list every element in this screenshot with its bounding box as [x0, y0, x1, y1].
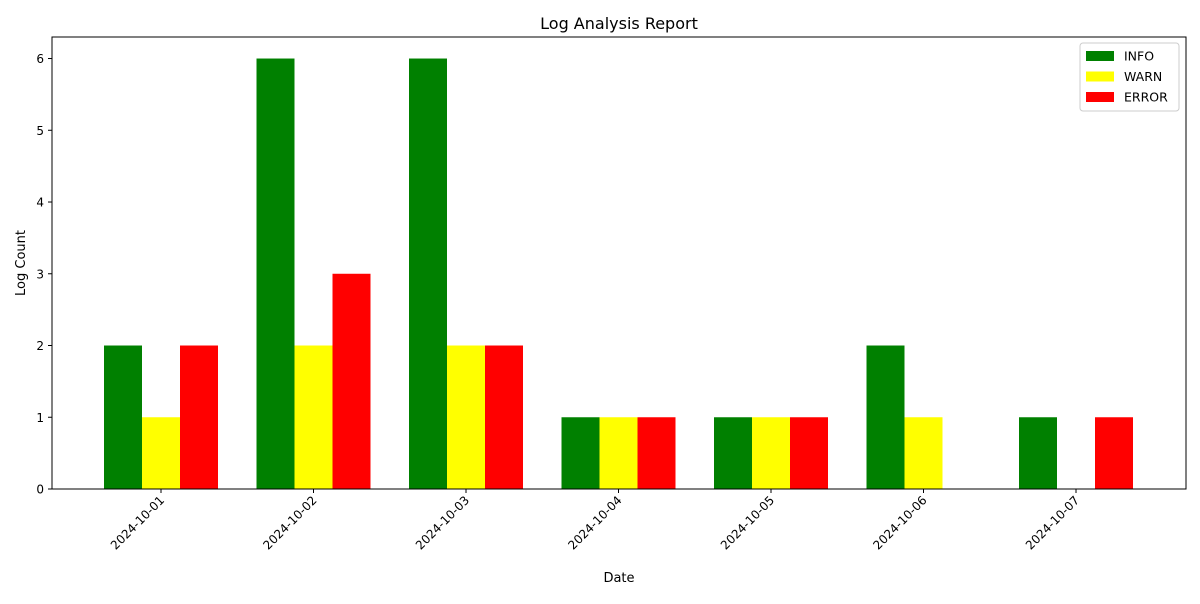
x-tick-label: 2024-10-05 — [718, 493, 777, 552]
legend: INFO WARN ERROR — [1079, 42, 1180, 112]
x-axis: 2024-10-01 2024-10-02 2024-10-03 2024-10-04… — [108, 489, 1082, 552]
bar-error-2024-10-02 — [332, 273, 371, 489]
bar-error-2024-10-03 — [485, 345, 523, 489]
x-tick-label: 2024-10-03 — [413, 493, 472, 552]
x-tick-label: 2024-10-07 — [1023, 493, 1082, 552]
bar-warn-2024-10-03 — [447, 345, 485, 489]
bars-group — [104, 58, 1133, 490]
bar-error-2024-10-05 — [790, 417, 828, 489]
legend-label-warn: WARN — [1124, 69, 1162, 84]
legend-swatch-warn — [1086, 71, 1114, 82]
x-tick-label: 2024-10-04 — [565, 493, 624, 552]
y-tick-label: 6 — [36, 52, 44, 66]
bar-info-2024-10-06 — [866, 345, 905, 489]
x-axis-label: Date — [603, 571, 634, 586]
y-tick-label: 0 — [36, 483, 44, 497]
bar-warn-2024-10-01 — [142, 417, 180, 489]
y-tick-label: 3 — [36, 267, 44, 281]
y-axis-label: Log Count — [14, 230, 29, 296]
x-tick-label: 2024-10-06 — [870, 493, 929, 552]
bar-error-2024-10-07 — [1095, 417, 1133, 489]
bar-info-2024-10-02 — [256, 58, 295, 490]
bar-warn-2024-10-05 — [752, 417, 790, 489]
bar-info-2024-10-03 — [409, 58, 447, 490]
y-axis: 0 1 2 3 4 5 6 — [36, 52, 52, 497]
y-tick-label: 4 — [36, 196, 44, 210]
plot-frame — [51, 36, 1187, 490]
legend-swatch-error — [1086, 92, 1114, 102]
legend-label-info: INFO — [1124, 49, 1154, 64]
chart-title: Log Analysis Report — [540, 14, 698, 33]
y-tick-label: 1 — [36, 411, 44, 425]
bar-info-2024-10-01 — [104, 345, 142, 489]
bar-info-2024-10-07 — [1019, 417, 1057, 489]
legend-swatch-info — [1086, 51, 1114, 61]
bar-warn-2024-10-02 — [294, 345, 333, 489]
bar-error-2024-10-01 — [180, 345, 218, 489]
x-tick-label: 2024-10-01 — [108, 493, 167, 552]
bar-warn-2024-10-06 — [904, 417, 943, 489]
x-tick-label: 2024-10-02 — [260, 493, 319, 552]
bar-warn-2024-10-04 — [599, 417, 638, 489]
y-tick-label: 2 — [36, 339, 44, 353]
legend-label-error: ERROR — [1124, 90, 1168, 105]
bar-info-2024-10-05 — [714, 417, 752, 489]
bar-info-2024-10-04 — [561, 417, 600, 489]
bar-error-2024-10-04 — [637, 417, 676, 489]
y-tick-label: 5 — [36, 124, 44, 138]
